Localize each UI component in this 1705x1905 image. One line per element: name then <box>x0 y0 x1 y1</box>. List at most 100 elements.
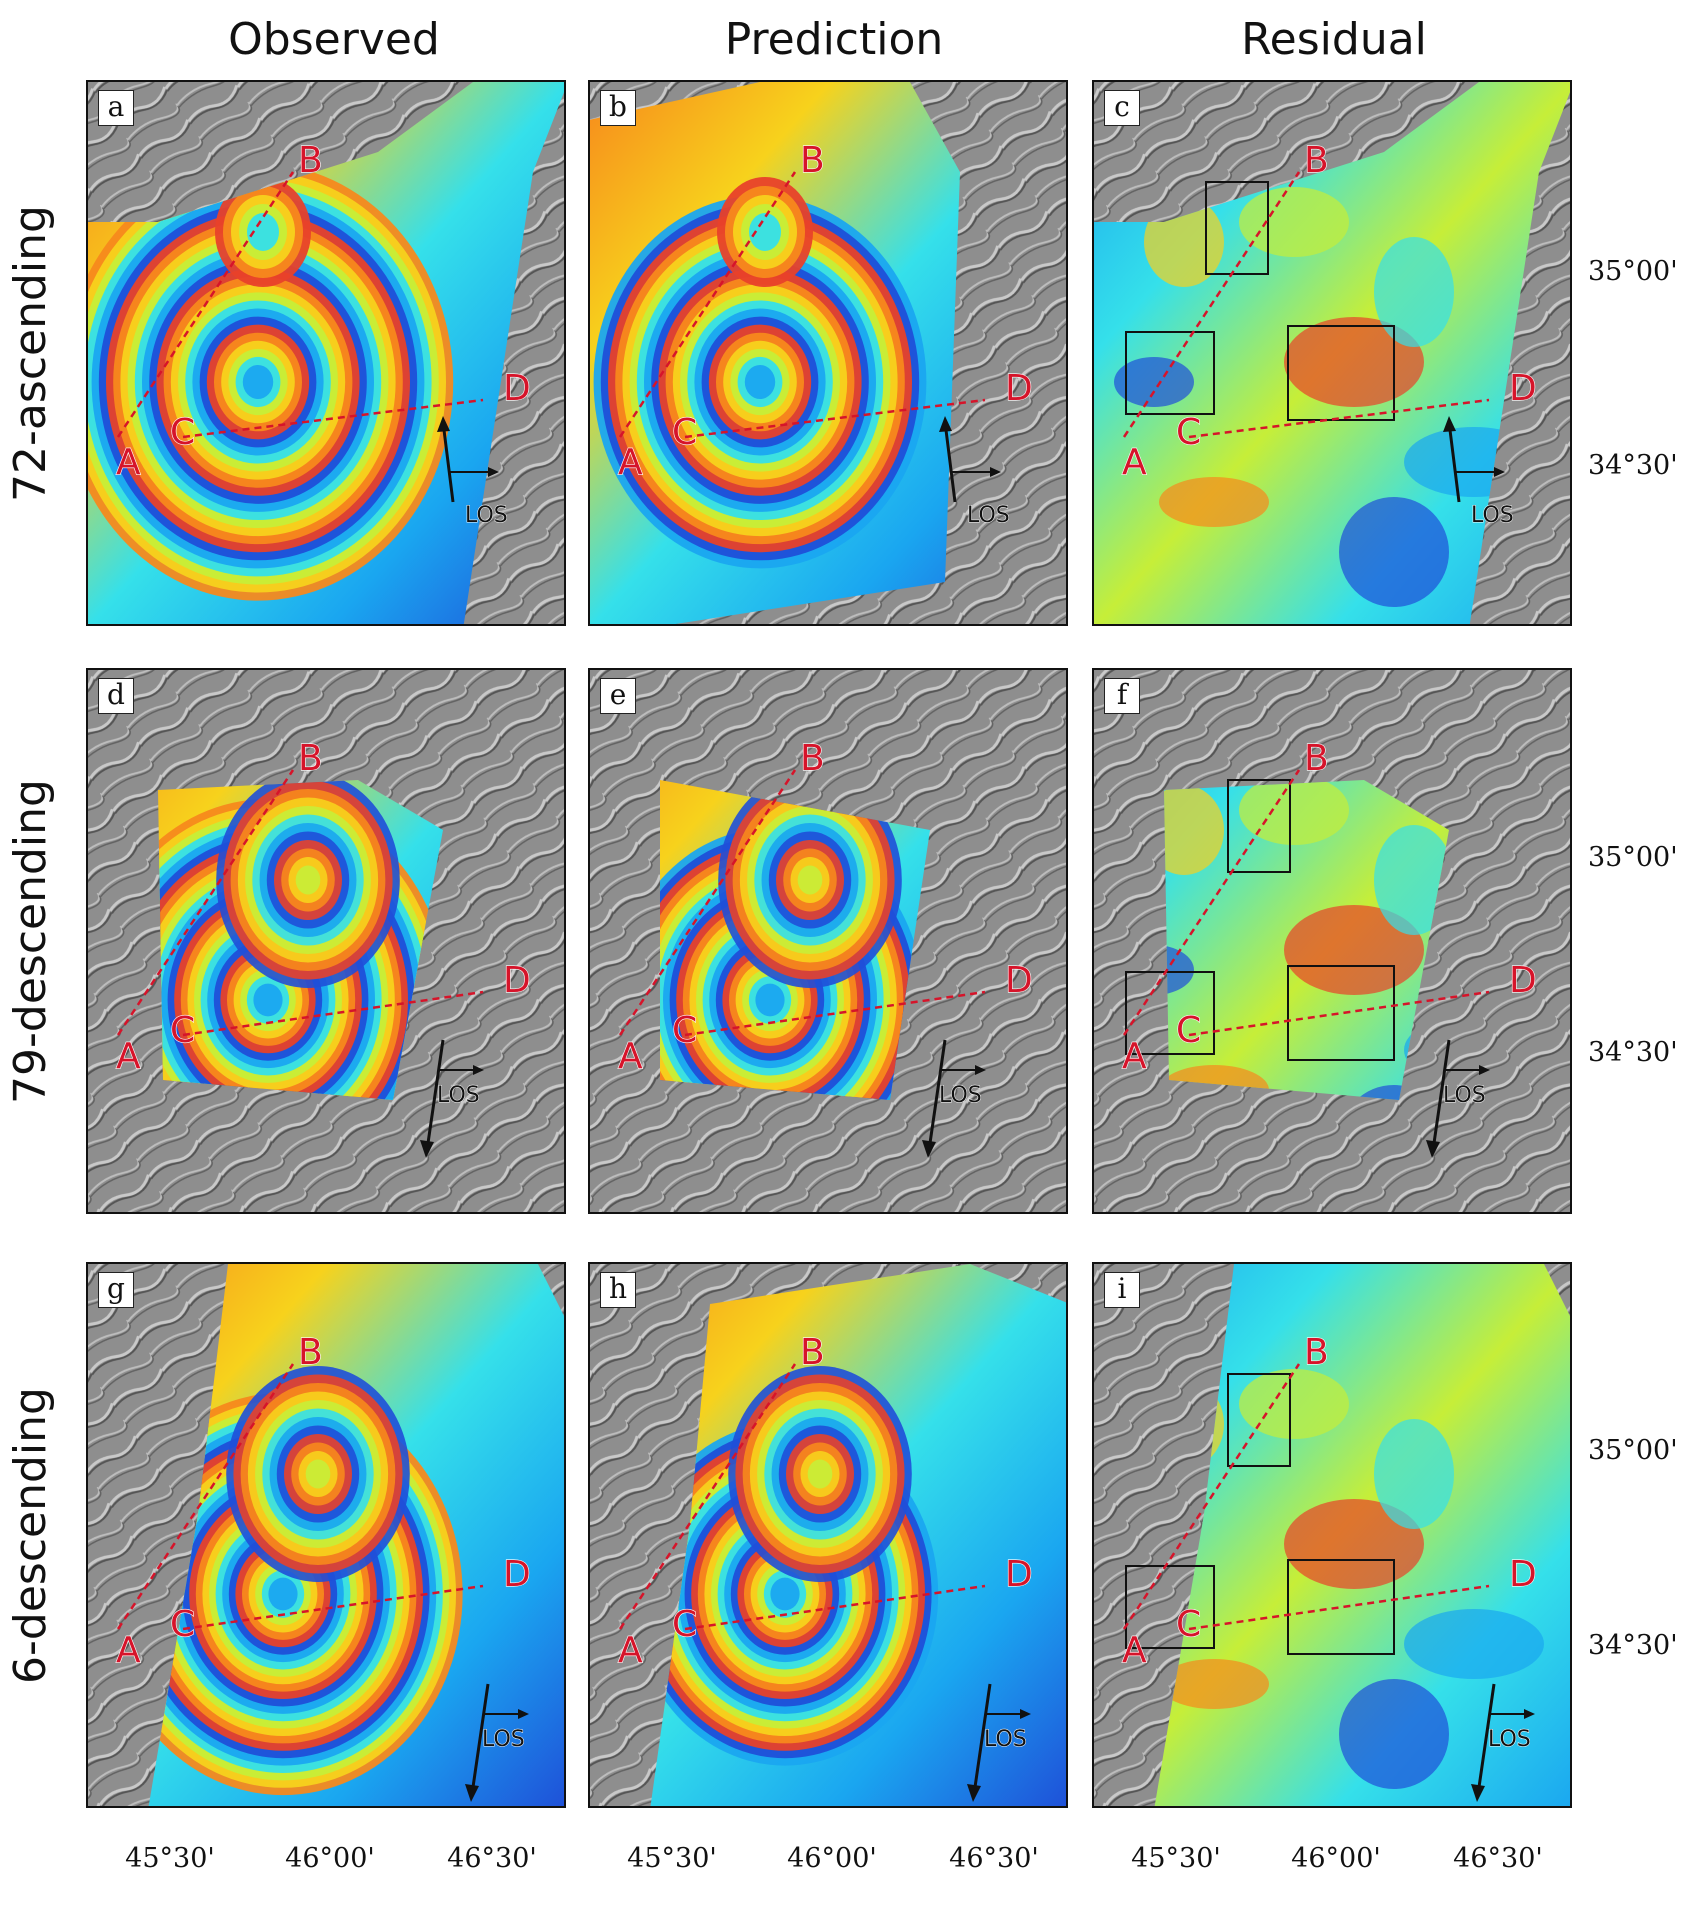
los-label: LOS <box>967 503 1010 528</box>
row-title-descending-6: 6-descending <box>4 1386 56 1684</box>
profile-label-c: C <box>672 1010 697 1051</box>
profile-label-b: B <box>800 140 825 181</box>
profile-label-d: D <box>1509 960 1537 1001</box>
residual-inset-box <box>1125 331 1215 415</box>
interferogram-map: A B C D LOS <box>590 82 1066 624</box>
lon-tick-46-30-col1: 46°30' <box>447 1843 537 1874</box>
profile-line-ab <box>1122 171 1301 438</box>
los-label: LOS <box>939 1083 982 1108</box>
residual-inset-box <box>1227 779 1291 873</box>
panel-h-prediction: h A B C D LOS <box>588 1262 1068 1808</box>
panel-a-observed: a A B C D LOS <box>86 80 566 626</box>
profile-label-c: C <box>672 412 697 453</box>
los-arrow-icon <box>465 1683 529 1802</box>
profile-label-b: B <box>1304 738 1329 779</box>
lon-tick-46-00-col1: 46°00' <box>285 1843 375 1874</box>
panel-letter: g <box>98 1272 134 1308</box>
profile-line-cd <box>1188 990 1490 1037</box>
panel-f-residual: f A B C D LOS <box>1092 668 1572 1214</box>
los-label: LOS <box>1443 1083 1486 1108</box>
panel-letter: i <box>1104 1272 1140 1308</box>
profile-line-cd <box>1188 398 1490 439</box>
profile-line-cd <box>684 398 986 439</box>
profile-line-ab <box>618 769 797 1036</box>
profile-label-a: A <box>116 1036 141 1077</box>
interferogram-map: A B C D LOS <box>88 1264 564 1806</box>
los-arrow-icon <box>922 1039 986 1158</box>
residual-inset-box <box>1287 325 1395 421</box>
profile-label-b: B <box>1304 140 1329 181</box>
panel-b-prediction: b A B C D LOS <box>588 80 1068 626</box>
los-label: LOS <box>1488 1727 1531 1752</box>
panel-letter: b <box>600 90 636 126</box>
los-label: LOS <box>1471 503 1514 528</box>
profile-label-d: D <box>1509 1554 1537 1595</box>
lon-tick-46-30-col3: 46°30' <box>1453 1843 1543 1874</box>
profile-label-d: D <box>1005 368 1033 409</box>
profile-line-ab <box>116 171 295 438</box>
residual-inset-box <box>1205 181 1269 275</box>
panel-letter: f <box>1104 678 1140 714</box>
los-label: LOS <box>482 1727 525 1752</box>
los-label: LOS <box>437 1083 480 1108</box>
profile-line-cd <box>182 398 484 439</box>
residual-inset-box <box>1287 1559 1395 1655</box>
profile-label-c: C <box>1176 1604 1201 1645</box>
profile-line-ab <box>116 769 295 1036</box>
los-arrow-icon <box>1443 416 1505 503</box>
profile-line-ab <box>1122 769 1301 1036</box>
profile-label-c: C <box>170 412 195 453</box>
lon-tick-45-30-col2: 45°30' <box>627 1843 717 1874</box>
profile-label-d: D <box>1509 368 1537 409</box>
fringe-footprint <box>650 1264 1066 1806</box>
profile-label-a: A <box>116 1630 141 1671</box>
profile-label-c: C <box>1176 412 1201 453</box>
lat-tick-34-30-row2: 34°30' <box>1588 1037 1678 1068</box>
profile-label-b: B <box>800 738 825 779</box>
fringe-footprint <box>590 82 960 624</box>
los-arrow-icon <box>420 1039 484 1158</box>
column-title-observed: Observed <box>228 14 440 65</box>
profile-line-cd <box>1188 1584 1490 1631</box>
interferogram-map: A B C D LOS <box>88 82 564 624</box>
column-title-prediction: Prediction <box>724 14 944 65</box>
fringe-footprint <box>148 1264 564 1806</box>
interferogram-map: A B C D LOS <box>1094 82 1570 624</box>
profile-label-b: B <box>298 1332 323 1373</box>
profile-line-cd <box>684 990 986 1037</box>
los-label: LOS <box>984 1727 1027 1752</box>
interferogram-map: A B C D LOS <box>590 670 1066 1212</box>
profile-label-a: A <box>618 1630 643 1671</box>
row-title-ascending-72: 72-ascending <box>4 204 56 502</box>
panel-g-observed: g A B C D LOS <box>86 1262 566 1808</box>
lon-tick-46-00-col2: 46°00' <box>787 1843 877 1874</box>
profile-label-c: C <box>672 1604 697 1645</box>
lat-tick-35-00-row3: 35°00' <box>1588 1435 1678 1466</box>
profile-label-b: B <box>298 140 323 181</box>
profile-label-b: B <box>298 738 323 779</box>
interferogram-map: A B C D LOS <box>1094 670 1570 1212</box>
profile-label-d: D <box>503 960 531 1001</box>
profile-label-d: D <box>503 368 531 409</box>
los-arrow-icon <box>437 416 499 503</box>
interferogram-map: A B C D LOS <box>88 670 564 1212</box>
profile-label-a: A <box>618 1036 643 1077</box>
profile-label-b: B <box>800 1332 825 1373</box>
residual-inset-box <box>1287 965 1395 1061</box>
fringe-footprint <box>660 780 930 1100</box>
interferogram-map: A B C D LOS <box>590 1264 1066 1806</box>
profile-line-ab <box>1122 1363 1301 1630</box>
profile-line-ab <box>116 1363 295 1630</box>
profile-label-d: D <box>503 1554 531 1595</box>
profile-label-c: C <box>170 1604 195 1645</box>
panel-letter: h <box>600 1272 636 1308</box>
lat-tick-34-30-row3: 34°30' <box>1588 1630 1678 1661</box>
los-label: LOS <box>465 503 508 528</box>
panel-e-prediction: e A B C D LOS <box>588 668 1068 1214</box>
profile-line-cd <box>182 1584 484 1631</box>
column-title-residual: Residual <box>1241 14 1427 65</box>
profile-line-cd <box>182 990 484 1037</box>
panel-i-residual: i A B C D LOS <box>1092 1262 1572 1808</box>
interferogram-map: A B C D LOS <box>1094 1264 1570 1806</box>
fringe-footprint <box>1164 780 1449 1100</box>
